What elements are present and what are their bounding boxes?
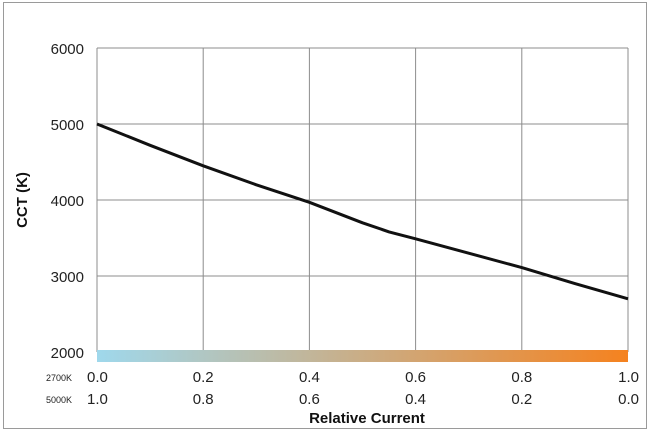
y-tick-label: 2000 <box>51 345 84 362</box>
series-layer <box>96 122 629 301</box>
y-tick-label: 3000 <box>51 269 84 286</box>
x-tick-label: 0.0 <box>618 391 639 408</box>
x-tick-label: 0.0 <box>87 369 108 386</box>
x-tick-label: 1.0 <box>618 369 639 386</box>
x-tick-labels: 2700K 0.0 0.2 0.4 0.6 0.8 1.0 5000K 1.0 0.8 0.6 0.4… <box>46 369 639 408</box>
x-tick-label: 0.2 <box>193 369 214 386</box>
y-tick-label: 5000 <box>51 117 84 134</box>
color-temperature-bar <box>97 350 628 362</box>
x-tick-label: 0.8 <box>193 391 214 408</box>
x-tick-label: 0.8 <box>511 369 532 386</box>
x-tick-label: 0.4 <box>299 369 320 386</box>
x-row-label: 2700K <box>46 373 72 383</box>
y-axis-title: CCT (K) <box>14 172 31 228</box>
y-tick-labels: 6000 5000 4000 3000 2000 <box>51 41 84 362</box>
x-row-label: 5000K <box>46 395 72 405</box>
x-tick-label: 1.0 <box>87 391 108 408</box>
x-axis-title: Relative Current <box>309 410 425 427</box>
grid-lines <box>96 47 629 353</box>
x-tick-label: 0.4 <box>405 391 426 408</box>
y-tick-label: 6000 <box>51 41 84 58</box>
y-tick-label: 4000 <box>51 193 84 210</box>
x-tick-label: 0.6 <box>299 391 320 408</box>
x-tick-label: 0.2 <box>511 391 532 408</box>
x-tick-label: 0.6 <box>405 369 426 386</box>
series-line <box>96 122 629 301</box>
